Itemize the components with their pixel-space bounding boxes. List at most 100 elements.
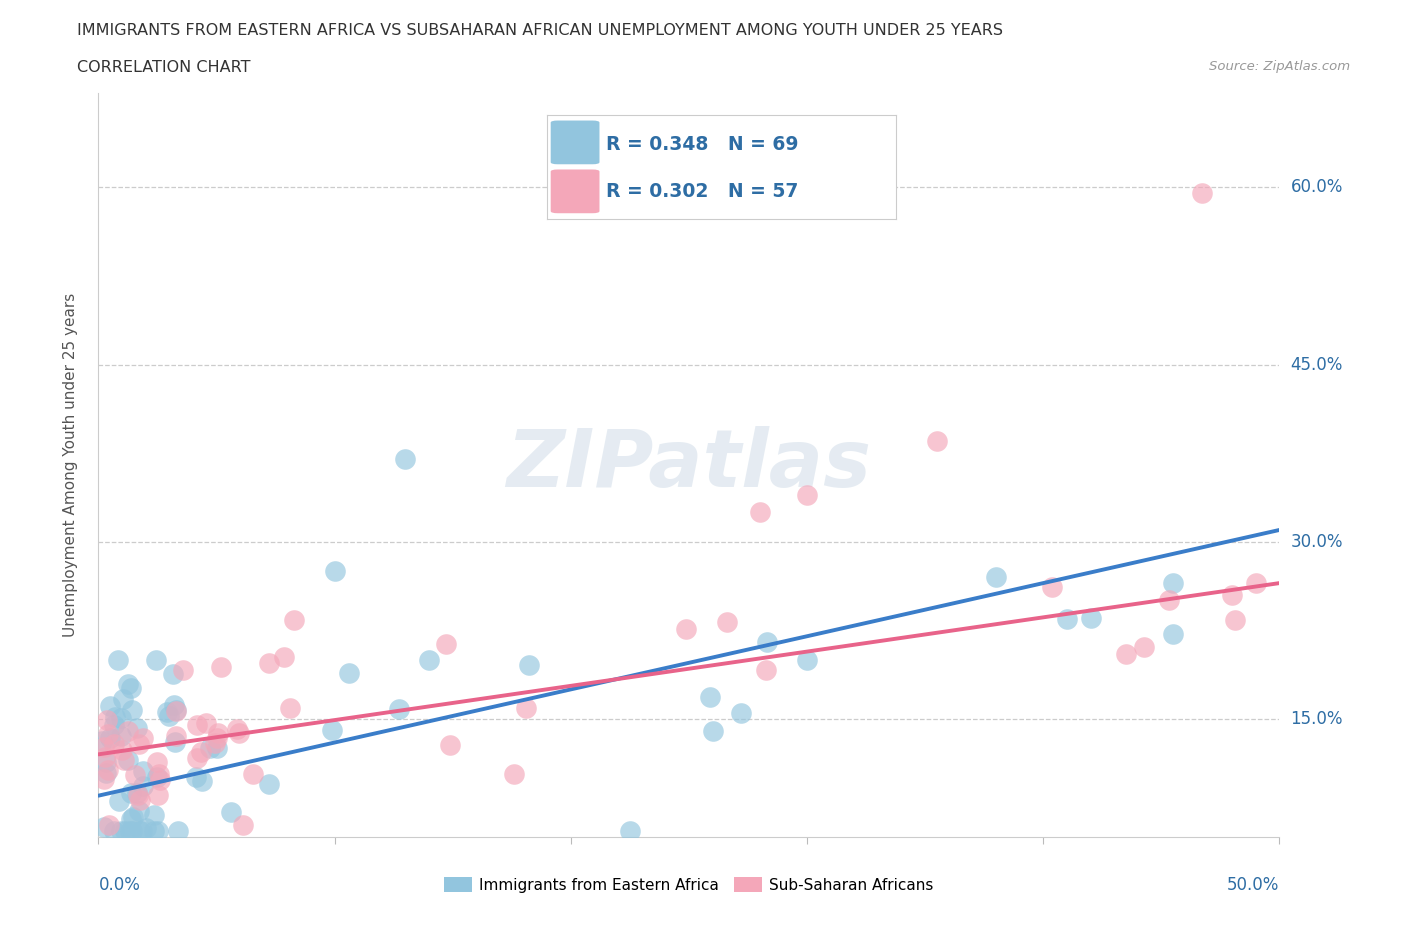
Point [135,821,157,836]
Point [93,739,115,754]
Point [184,770,207,785]
Point [128,804,150,818]
Point [1056,611,1078,626]
Point [98,817,121,832]
Point [1115,646,1137,661]
Point [186,751,208,765]
Point [107,653,129,668]
Point [146,788,169,803]
Point [984,570,1007,585]
Point [748,505,770,520]
Point [124,767,146,782]
Point [190,744,212,759]
Point [1159,592,1181,607]
Legend: Immigrants from Eastern Africa, Sub-Saharan Africans: Immigrants from Eastern Africa, Sub-Saha… [444,877,934,893]
Point [394,452,416,467]
Point [93,772,115,787]
Point [1244,576,1267,591]
Point [97,727,120,742]
Point [110,728,132,743]
Point [127,786,149,801]
Point [207,740,229,755]
Point [232,817,254,832]
Point [1163,626,1185,641]
Point [226,722,249,737]
Point [165,704,187,719]
Point [120,824,142,839]
Point [1080,611,1102,626]
Point [209,659,232,674]
Text: 15.0%: 15.0% [1291,710,1343,728]
Point [730,705,752,720]
Point [121,824,143,839]
Point [273,649,295,664]
Point [143,824,166,839]
Text: CORRELATION CHART: CORRELATION CHART [77,60,250,75]
Point [323,564,346,578]
Text: 30.0%: 30.0% [1291,533,1343,551]
Point [1133,640,1156,655]
Point [1225,612,1247,627]
Point [207,725,229,740]
Text: 50.0%: 50.0% [1227,876,1279,894]
Point [283,613,305,628]
Point [120,812,142,827]
Point [128,792,150,807]
Point [112,691,135,706]
Point [114,824,136,839]
Point [104,710,127,724]
Point [1191,186,1213,201]
Point [121,702,143,717]
Point [257,777,280,791]
Text: 45.0%: 45.0% [1291,355,1343,374]
Point [200,740,222,755]
Point [108,793,131,808]
Point [755,634,778,649]
Point [1040,580,1063,595]
Point [162,667,184,682]
Point [149,773,172,788]
Point [143,808,166,823]
Point [219,804,242,819]
Point [112,752,135,767]
Point [117,724,139,738]
Point [166,824,188,839]
Point [716,615,738,630]
Point [321,723,343,737]
Point [128,737,150,751]
Point [204,736,226,751]
Point [111,742,134,757]
Point [163,698,186,712]
Point [925,434,948,449]
Point [128,824,150,839]
Point [242,766,264,781]
Point [146,770,169,785]
Point [619,824,641,839]
Point [157,709,180,724]
Point [163,735,186,750]
Point [103,824,125,839]
Point [120,681,142,696]
Point [517,658,540,672]
Point [98,698,121,713]
Point [146,755,169,770]
Point [228,725,250,740]
Point [675,621,697,636]
Text: 60.0%: 60.0% [1291,179,1343,196]
Point [755,663,778,678]
Point [121,810,143,825]
Point [278,700,301,715]
Point [195,716,218,731]
Point [165,702,187,717]
Point [434,636,457,651]
Point [165,729,187,744]
Point [132,731,155,746]
Point [191,774,214,789]
Point [110,711,132,725]
Point [796,653,818,668]
Point [91,734,114,749]
Point [1220,588,1243,603]
Point [337,665,360,680]
Point [148,766,170,781]
Point [257,656,280,671]
